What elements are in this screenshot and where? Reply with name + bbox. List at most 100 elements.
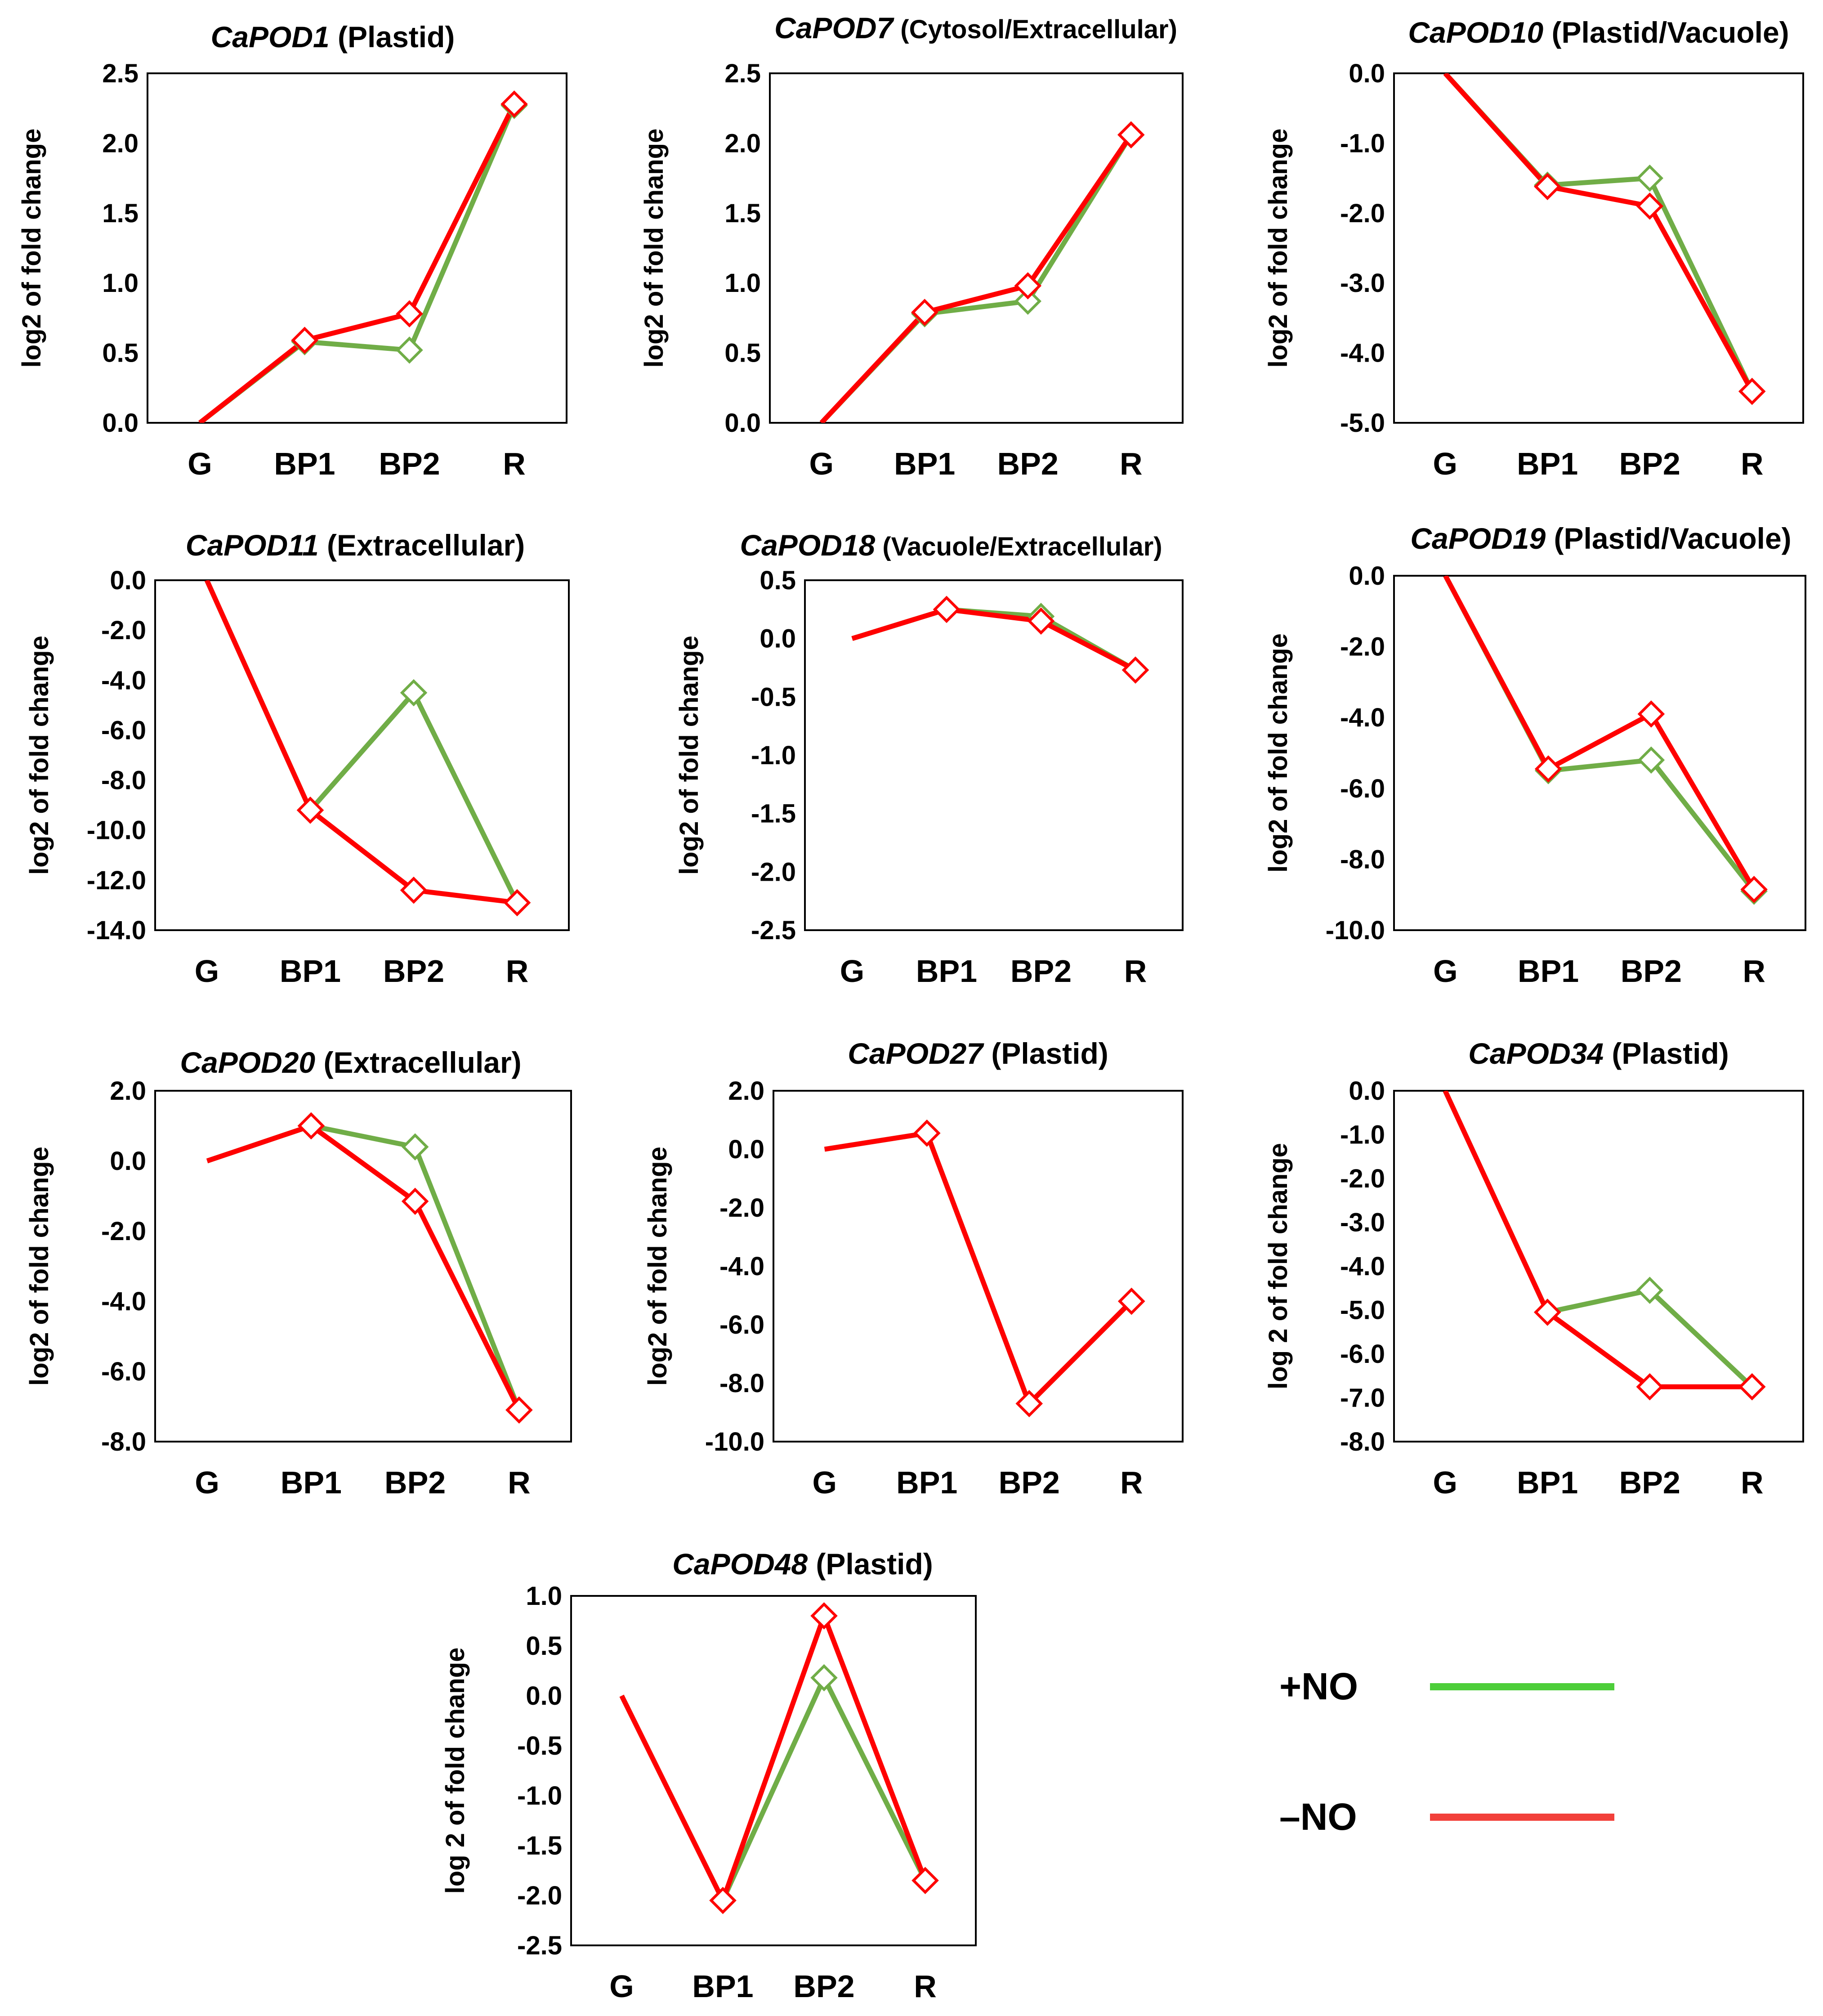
- y-tick-label: -6.0: [101, 1357, 146, 1386]
- data-point-minus-no: [1014, 272, 1041, 300]
- y-tick-label: 0.0: [110, 1147, 146, 1176]
- data-point-minus-no: [400, 876, 428, 904]
- localization: (Plastid): [330, 20, 455, 54]
- chart-title: CaPOD11 (Extracellular): [186, 529, 525, 562]
- data-point-minus-no: [709, 1886, 737, 1914]
- gene-name: CaPOD18: [740, 529, 875, 562]
- gene-name: CaPOD19: [1410, 522, 1546, 555]
- y-tick-label: -2.0: [1340, 632, 1385, 662]
- y-tick-label: -1.5: [517, 1831, 562, 1860]
- y-tick-label: 1.0: [526, 1581, 562, 1611]
- data-point-minus-no: [1534, 1299, 1561, 1326]
- x-category-label: BP1: [280, 954, 341, 989]
- data-point-minus-no: [1027, 607, 1055, 635]
- localization: (Cytosol/Extracellular): [893, 15, 1177, 44]
- x-category-label: G: [1433, 1465, 1457, 1500]
- chart-capod18: CaPOD18 (Vacuole/Extracellular) 0.5 0.0 -0.…: [675, 529, 1184, 989]
- gene-name: CaPOD7: [774, 11, 894, 45]
- data-point-plus-no: [396, 336, 423, 364]
- localization: (Vacuole/Extracellular): [875, 532, 1162, 561]
- x-category-label: BP2: [383, 954, 444, 989]
- chart-title: CaPOD1 (Plastid): [211, 20, 455, 54]
- plot-frame: [1393, 72, 1804, 424]
- series-line-minus-no: [204, 580, 518, 905]
- y-tick-label: -10.0: [87, 816, 146, 845]
- x-category-label: BP1: [1517, 446, 1578, 481]
- data-point-minus-no: [933, 596, 961, 623]
- y-tick-label: 1.0: [102, 269, 139, 298]
- x-category-label: BP1: [274, 446, 335, 481]
- plot-frame: [1393, 575, 1806, 931]
- x-category-label: BP2: [793, 1969, 854, 2004]
- series-line-plus-no: [819, 133, 1133, 423]
- x-category-label: R: [914, 1969, 937, 2004]
- chart-capod11: CaPOD11 (Extracellular) 0.0 -2.0 -4.0 -6.0 -8…: [25, 529, 570, 989]
- chart-capod48: CaPOD48 (Plastid) 1.0 0.5 0.0 -0.5 -1.0 -1.5 -2…: [441, 1547, 977, 2004]
- series-line-minus-no: [198, 103, 517, 423]
- x-category-label: BP2: [1010, 954, 1072, 989]
- y-tick-label: -2.0: [719, 1193, 764, 1223]
- y-tick-label: 2.0: [724, 129, 761, 158]
- y-tick-label: 0.5: [526, 1631, 562, 1661]
- x-category-label: R: [1743, 954, 1765, 989]
- x-category-label: BP2: [997, 446, 1059, 481]
- x-category-label: G: [609, 1969, 634, 2004]
- y-tick-label: -10.0: [705, 1427, 764, 1456]
- plot-frame: [769, 72, 1184, 424]
- gene-name: CaPOD11: [186, 529, 319, 562]
- y-axis-label: log2 of fold change: [639, 129, 669, 368]
- x-category-label: R: [1741, 446, 1764, 481]
- localization: (Plastid): [983, 1037, 1108, 1070]
- y-tick-label: 1.5: [102, 199, 139, 228]
- data-point-minus-no: [1534, 173, 1561, 200]
- chart-title: CaPOD10 (Plastid/Vacuole): [1408, 16, 1789, 49]
- y-tick-label: -8.0: [1340, 1427, 1385, 1456]
- data-point-minus-no: [401, 1187, 429, 1215]
- y-tick-label: -1.5: [751, 799, 796, 829]
- y-axis-label: log2 of fold change: [675, 636, 704, 875]
- plot-frame: [147, 72, 567, 424]
- y-tick-label: -12.0: [87, 866, 146, 895]
- y-tick-label: 2.0: [102, 129, 139, 158]
- chart-capod27: CaPOD27 (Plastid) 2.0 0.0 -2.0 -4.0 -6.0 -8.0 -…: [643, 1037, 1184, 1500]
- y-tick-label: -2.5: [751, 916, 796, 945]
- series-line-minus-no: [206, 1123, 522, 1411]
- y-tick-label: 0.5: [102, 339, 139, 368]
- localization: (Extracellular): [319, 529, 525, 562]
- series-line-plus-no: [851, 607, 1137, 672]
- x-category-label: BP1: [896, 1465, 957, 1500]
- localization: (Plastid): [808, 1547, 933, 1581]
- y-tick-label: -6.0: [101, 716, 146, 745]
- series-line-minus-no: [851, 607, 1137, 672]
- legend-label: –NO: [1279, 1796, 1357, 1838]
- y-tick-label: -1.0: [517, 1781, 562, 1810]
- gene-name: CaPOD34: [1468, 1037, 1604, 1070]
- y-tick-label: 0.0: [1349, 561, 1385, 591]
- y-axis-label: log 2 of fold change: [441, 1648, 470, 1894]
- x-category-label: G: [188, 446, 212, 481]
- data-point-plus-no: [810, 1664, 838, 1692]
- y-axis-label: log2 of fold change: [1264, 129, 1293, 368]
- y-tick-label: -6.0: [719, 1310, 764, 1340]
- y-tick-label: 1.5: [724, 199, 761, 228]
- y-tick-label: -0.5: [751, 682, 796, 712]
- y-tick-label: 0.0: [102, 408, 139, 438]
- data-point-minus-no: [503, 889, 531, 917]
- chart-title: CaPOD48 (Plastid): [672, 1547, 933, 1581]
- y-axis-label: log2 of fold change: [25, 1147, 54, 1386]
- y-tick-label: -2.0: [751, 857, 796, 887]
- chart-capod19: CaPOD19 (Plastid/Vacuole) 0.0 -2.0 -4.0 -6.0…: [1264, 522, 1806, 989]
- y-tick-label: -7.0: [1340, 1384, 1385, 1413]
- y-tick-label: -4.0: [1340, 339, 1385, 368]
- y-axis-label: log2 of fold change: [17, 129, 46, 368]
- x-category-label: BP1: [692, 1969, 753, 2004]
- chart-title: CaPOD27 (Plastid): [848, 1037, 1108, 1070]
- y-axis-label: log 2 of fold change: [1264, 1143, 1293, 1389]
- x-category-label: G: [195, 954, 219, 989]
- y-tick-label: 0.0: [110, 566, 146, 595]
- plot-frame: [773, 1090, 1184, 1443]
- x-category-label: BP2: [1621, 954, 1682, 989]
- plot-frame: [154, 1090, 572, 1443]
- gene-name: CaPOD20: [180, 1046, 315, 1079]
- data-point-minus-no: [1637, 700, 1665, 728]
